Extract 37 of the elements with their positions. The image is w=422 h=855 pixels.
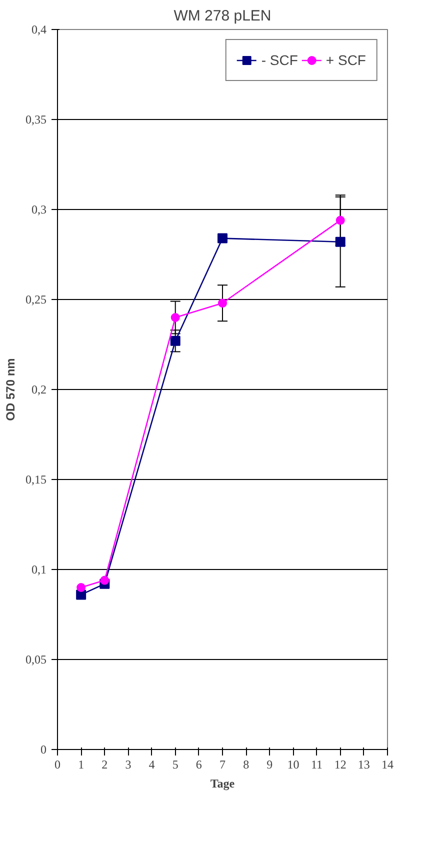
y-tick-label: 0,3 xyxy=(32,202,46,216)
y-tick-label: 0,4 xyxy=(32,22,46,36)
x-tick-label: 3 xyxy=(125,758,132,772)
x-tick-label: 5 xyxy=(172,758,178,772)
y-tick-label: 0,05 xyxy=(26,652,46,666)
point xyxy=(170,313,180,322)
point xyxy=(218,233,228,244)
x-tick-label: 10 xyxy=(287,758,300,772)
point xyxy=(170,336,180,346)
x-tick-label: 0 xyxy=(54,758,60,772)
y-tick-label: 0,2 xyxy=(32,382,46,396)
x-tick-label: 8 xyxy=(243,758,250,772)
x-tick-label: 13 xyxy=(358,758,370,772)
x-tick-label: 2 xyxy=(102,758,108,772)
point xyxy=(218,298,227,308)
x-tick-label: 7 xyxy=(220,758,226,772)
x-tick-label: 1 xyxy=(78,758,84,772)
x-tick-label: 6 xyxy=(196,758,202,772)
point xyxy=(100,576,110,585)
y-tick-label: 0,35 xyxy=(26,112,46,126)
x-tick-label: 12 xyxy=(334,758,346,772)
legend-label: + SCF xyxy=(326,52,366,68)
x-axis-title: Tage xyxy=(210,776,236,790)
point xyxy=(76,583,86,592)
y-tick-label: 0,1 xyxy=(32,562,46,576)
x-tick-label: 9 xyxy=(266,758,273,772)
y-tick-label: 0,15 xyxy=(26,472,46,486)
y-tick-label: 0,25 xyxy=(26,292,46,306)
y-tick-label: 0 xyxy=(40,742,46,756)
x-tick-label: 4 xyxy=(148,758,155,772)
x-tick-label: 14 xyxy=(382,758,394,772)
x-tick-label: 11 xyxy=(311,758,323,772)
legend-label: - SCF xyxy=(261,52,298,68)
chart-title: WM 278 pLEN xyxy=(174,8,272,24)
point xyxy=(336,216,345,225)
y-axis-title: OD 570 nm xyxy=(4,358,18,421)
point xyxy=(335,236,346,247)
